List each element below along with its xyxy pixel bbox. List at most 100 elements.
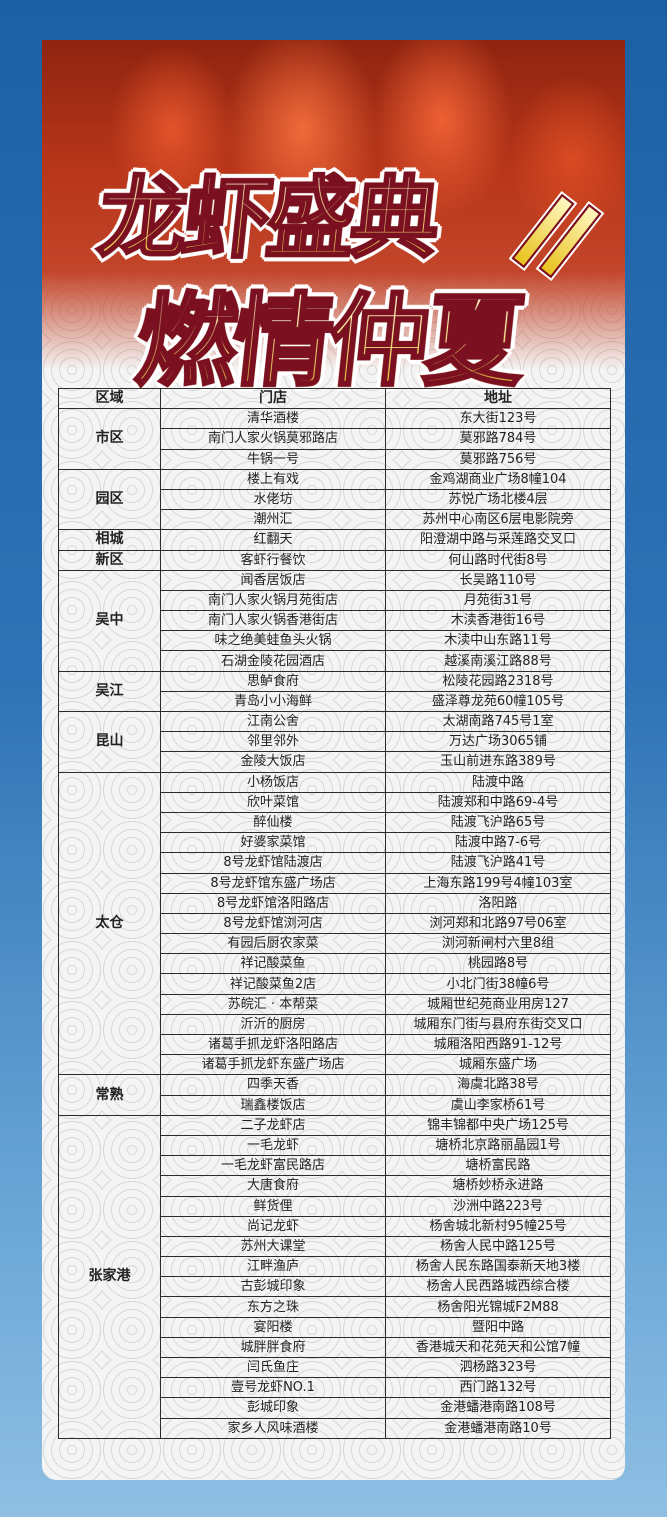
table-row: 瑞鑫楼饭店 虞山李家桥61号	[59, 1094, 611, 1116]
store-address-cell: 陆渡中路7-6号	[385, 832, 611, 854]
store-name-cell: 古彭城印象	[160, 1276, 386, 1298]
region-cell: 张家港	[58, 1114, 161, 1439]
store-name-cell: 家乡人风味酒楼	[160, 1417, 386, 1439]
store-address-cell: 何山路时代街8号	[385, 549, 611, 571]
store-name-cell: 红翻天	[160, 529, 386, 551]
store-address-cell: 浏河郑和北路97号06室	[385, 912, 611, 935]
store-name-cell: 苏皖汇 · 本帮菜	[160, 993, 386, 1015]
store-address-cell: 杨舍城北新村95幢25号	[385, 1215, 611, 1237]
store-name-cell: 尚记龙虾	[160, 1215, 386, 1237]
table-row: 诸葛手抓龙虾洛阳路店 城厢洛阳西路91-12号	[59, 1033, 611, 1056]
region-cell: 园区	[58, 468, 161, 531]
table-row: 壹号龙虾NO.1 西门路132号	[59, 1377, 611, 1399]
table-row: 昆山 江南公舍 太湖南路745号1室	[58, 710, 611, 773]
store-address-cell: 金港蟠港南路108号	[385, 1397, 611, 1419]
table-row: 醉仙楼 陆渡飞沪路65号	[59, 811, 611, 834]
table-row: 常熟 四季天香 海虞北路38号	[58, 1074, 611, 1116]
store-name-cell: 一毛龙虾	[160, 1134, 386, 1157]
store-address-cell: 香港城天和花苑天和公馆7幢	[385, 1336, 611, 1359]
store-name-cell: 江畔渔庐	[160, 1256, 386, 1278]
store-address-cell: 越溪南溪江路88号	[385, 650, 611, 672]
store-name-cell: 清华酒楼	[160, 408, 386, 430]
store-address-cell: 城厢东门街与县府东街交叉口	[385, 1013, 611, 1036]
table-row: 尚记龙虾 杨舍城北新村95幢25号	[59, 1215, 611, 1237]
store-address-cell: 洛阳路	[385, 892, 611, 914]
table-row: 张家港 二子龙虾店 锦丰锦都中央广场125号	[58, 1114, 611, 1439]
table-row: 好婆家菜馆 陆渡中路7-6号	[59, 832, 611, 854]
store-name-cell: 8号龙虾馆东盛广场店	[160, 872, 386, 894]
table-row: 太仓 小杨饭店 陆渡中路	[58, 771, 611, 1076]
store-name-cell: 一毛龙虾富民路店	[160, 1155, 386, 1177]
store-address-cell: 虞山李家桥61号	[385, 1094, 611, 1116]
header-store: 门店	[160, 387, 386, 410]
store-name-cell: 水佬坊	[160, 488, 386, 511]
store-address-cell: 杨舍人民东路国泰新天地3楼	[385, 1256, 611, 1278]
region-cell: 相城	[58, 529, 161, 551]
store-name-cell: 8号龙虾馆浏河店	[160, 912, 386, 935]
table-row: 8号龙虾馆浏河店 浏河郑和北路97号06室	[59, 912, 611, 935]
table-row: 相城 红翻天 阳澄湖中路与采莲路交叉口	[58, 529, 611, 551]
poster-panel: 龙虾盛典 燃情仲夏 区域 门店 地址 市区 清华酒楼 东大街123号 南门人家火锅莫邪…	[42, 40, 625, 1480]
table-row: 味之绝美蛙鱼头火锅 木渎中山东路11号	[59, 630, 611, 652]
store-name-cell: 沂沂的厨房	[160, 1013, 386, 1036]
store-name-cell: 好婆家菜馆	[160, 832, 386, 854]
table-row: 金陵大饭店 玉山前进东路389号	[59, 751, 611, 773]
store-address-cell: 长吴路110号	[385, 569, 611, 591]
region-cell: 吴江	[58, 670, 161, 713]
store-name-cell: 诸葛手抓龙虾洛阳路店	[160, 1033, 386, 1056]
store-address-cell: 桃园路8号	[385, 953, 611, 975]
store-address-cell: 西门路132号	[385, 1377, 611, 1399]
store-name-cell: 大唐食府	[160, 1175, 386, 1197]
store-address-cell: 松陵花园路2318号	[385, 670, 611, 692]
store-name-cell: 邻里邻外	[160, 731, 386, 753]
title-line-1: 龙虾盛典	[92, 148, 442, 275]
table-row: 闫氏鱼庄 泗杨路323号	[59, 1356, 611, 1379]
store-address-cell: 陆渡飞沪路41号	[385, 852, 611, 874]
store-address-cell: 浏河新闸村六里8组	[385, 933, 611, 955]
store-name-cell: 小杨饭店	[160, 771, 386, 793]
crayfish-photo	[42, 40, 625, 370]
store-name-cell: 南门人家火锅月苑街店	[160, 589, 386, 612]
store-address-cell: 东大街123号	[385, 408, 611, 430]
store-address-cell: 阳澄湖中路与采莲路交叉口	[385, 529, 611, 551]
table-row: 8号龙虾馆陆渡店 陆渡飞沪路41号	[59, 852, 611, 874]
store-address-cell: 暨阳中路	[385, 1316, 611, 1338]
store-address-cell: 苏悦广场北楼4层	[385, 488, 611, 511]
store-address-cell: 海虞北路38号	[385, 1074, 611, 1096]
store-table: 区域 门店 地址 市区 清华酒楼 东大街123号 南门人家火锅莫邪路店 莫邪路784号牛…	[58, 387, 611, 1439]
store-address-cell: 沙洲中路223号	[385, 1195, 611, 1217]
store-name-cell: 牛锅一号	[160, 448, 386, 470]
table-row: 潮州汇 苏州中心南区6层电影院旁	[59, 509, 611, 531]
store-name-cell: 宴阳楼	[160, 1316, 386, 1338]
table-row: 水佬坊 苏悦广场北楼4层	[59, 488, 611, 511]
store-address-cell: 金港蟠港南路10号	[385, 1417, 611, 1439]
store-address-cell: 锦丰锦都中央广场125号	[385, 1114, 611, 1136]
table-row: 牛锅一号 莫邪路756号	[59, 448, 611, 470]
store-name-cell: 苏州大课堂	[160, 1235, 386, 1258]
store-name-cell: 祥记酸菜鱼2店	[160, 973, 386, 995]
store-address-cell: 塘桥妙桥永进路	[385, 1175, 611, 1197]
table-row: 邻里邻外 万达广场3065铺	[59, 731, 611, 753]
store-address-cell: 泗杨路323号	[385, 1356, 611, 1379]
region-cell: 吴中	[58, 569, 161, 672]
store-name-cell: 彭城印象	[160, 1397, 386, 1419]
store-name-cell: 客虾行餐饮	[160, 549, 386, 571]
store-address-cell: 城厢东盛广场	[385, 1054, 611, 1076]
region-cell: 市区	[58, 408, 161, 470]
region-cell: 新区	[58, 549, 161, 571]
region-cell: 太仓	[58, 771, 161, 1076]
store-address-cell: 杨舍人民中路125号	[385, 1235, 611, 1258]
table-row: 园区 楼上有戏 金鸡湖商业广场8幢104	[58, 468, 611, 531]
store-address-cell: 塘桥北京路丽晶园1号	[385, 1134, 611, 1157]
store-name-cell: 壹号龙虾NO.1	[160, 1377, 386, 1399]
store-address-cell: 太湖南路745号1室	[385, 710, 611, 733]
table-row: 鲜货俚 沙洲中路223号	[59, 1195, 611, 1217]
table-row: 市区 清华酒楼 东大街123号	[58, 408, 611, 470]
store-address-cell: 陆渡郑和中路69-4号	[385, 791, 611, 813]
store-name-cell: 祥记酸菜鱼	[160, 953, 386, 975]
store-name-cell: 南门人家火锅莫邪路店	[160, 428, 386, 450]
table-row: 江畔渔庐 杨舍人民东路国泰新天地3楼	[59, 1256, 611, 1278]
table-body: 市区 清华酒楼 东大街123号 南门人家火锅莫邪路店 莫邪路784号 牛锅一号 莫邪路756…	[58, 408, 611, 1439]
header-region: 区域	[58, 387, 161, 410]
store-address-cell: 陆渡飞沪路65号	[385, 811, 611, 834]
